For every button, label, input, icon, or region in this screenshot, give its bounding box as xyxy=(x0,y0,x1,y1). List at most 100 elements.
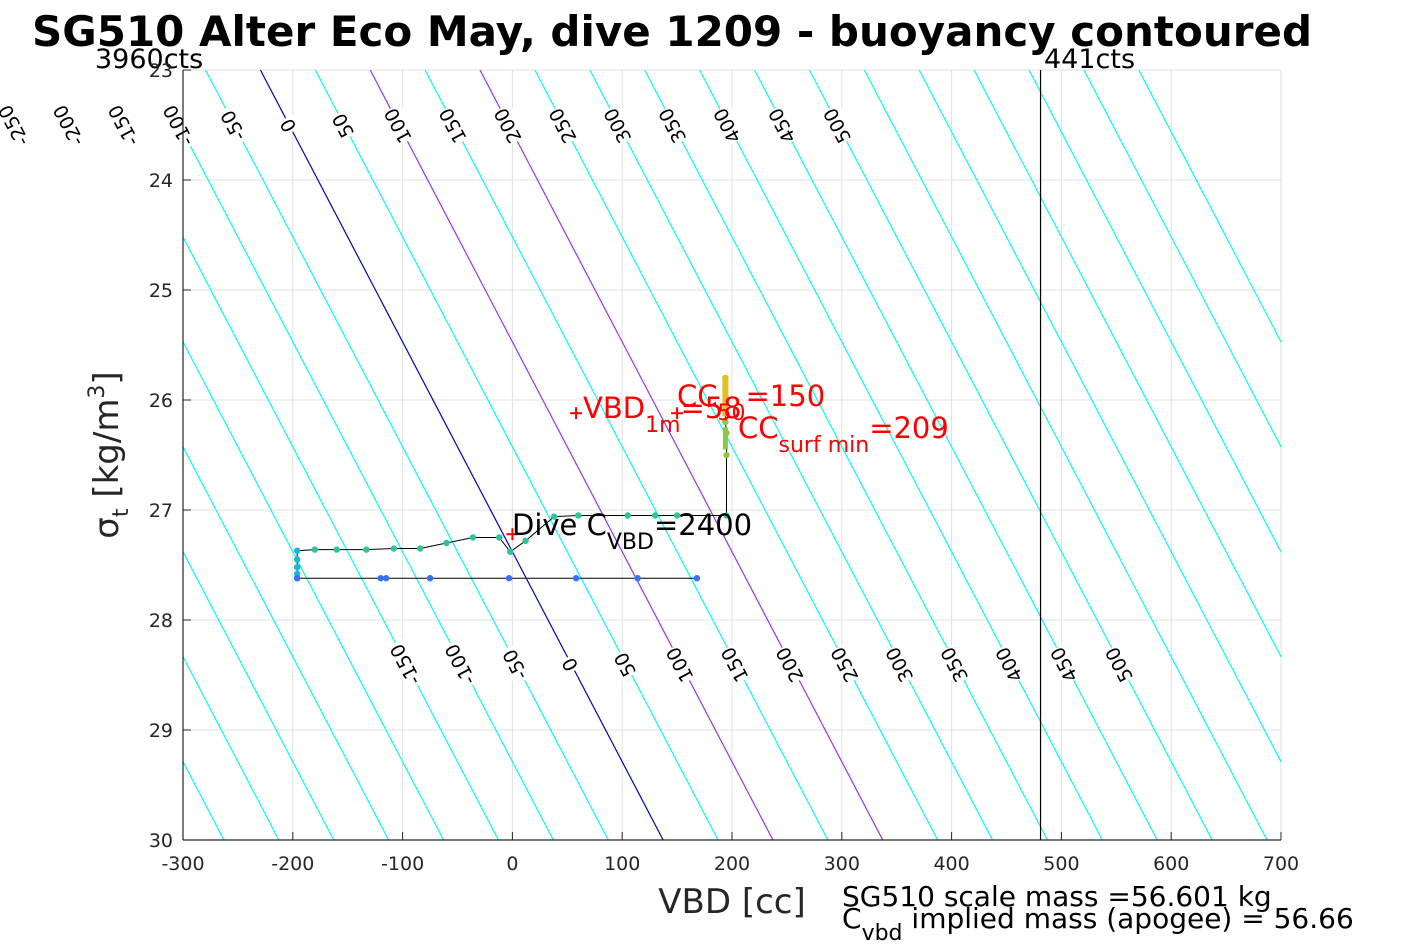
chart-title: SG510 Alter Eco May, dive 1209 - buoyanc… xyxy=(32,7,1312,56)
y-tick-label: 23 xyxy=(149,60,173,82)
climb-point xyxy=(634,575,641,582)
climb-point xyxy=(377,575,384,582)
contour-line xyxy=(183,445,390,840)
dive-point xyxy=(550,513,558,520)
contour-label-group: -150 xyxy=(103,98,146,152)
markers xyxy=(506,407,684,541)
dive-point xyxy=(507,548,514,555)
dive-profile xyxy=(293,374,730,582)
contour-line xyxy=(424,70,829,840)
contour-label-bg xyxy=(545,103,582,147)
contour-label-group: -200 xyxy=(48,98,91,152)
dive-point xyxy=(496,534,503,541)
contour-label-bg xyxy=(819,103,857,147)
y-tick-label: 27 xyxy=(149,500,173,522)
x-tick-label: 300 xyxy=(824,853,860,875)
dive-point xyxy=(416,545,424,552)
climb-point xyxy=(693,575,701,582)
contour-label-bg xyxy=(937,642,974,686)
dive-point xyxy=(522,537,529,544)
dive-point xyxy=(293,556,301,563)
contour-line xyxy=(534,70,939,840)
contour-label-bg xyxy=(328,108,360,142)
contour-label-bg xyxy=(1046,642,1084,686)
x-tick-label: 0 xyxy=(506,853,518,875)
contour-line xyxy=(204,70,609,840)
x-axis-label: VBD [cc] xyxy=(658,882,806,922)
contour-label-bg xyxy=(882,642,919,686)
dive-point xyxy=(723,512,730,519)
contour-label-bg xyxy=(435,103,473,147)
climb-point xyxy=(505,575,513,582)
contour-line xyxy=(1138,70,1281,344)
dive-point xyxy=(469,534,477,541)
contour-line xyxy=(183,235,499,840)
x-tick-label: 700 xyxy=(1263,853,1299,875)
contour-label-bg xyxy=(717,642,755,686)
dive-point xyxy=(363,546,370,553)
dive-point xyxy=(293,564,301,571)
dive-point xyxy=(293,547,301,554)
contour-line xyxy=(183,655,280,840)
contour-label-bg xyxy=(103,98,146,152)
contour-label-group: -250 xyxy=(0,98,36,152)
contour-label: -200 xyxy=(49,101,88,149)
cc-surf-min-annotation: CCsurf min=209 xyxy=(738,411,949,458)
contour-line xyxy=(863,70,1268,840)
contour-label-group: 450 xyxy=(765,103,802,147)
contour-label: -150 xyxy=(104,101,143,149)
contour-line xyxy=(369,70,774,840)
contour-label-bg xyxy=(490,103,528,147)
contour-line xyxy=(918,70,1281,764)
dive-point xyxy=(575,512,582,519)
y-tick-label: 25 xyxy=(149,280,173,302)
buoyancy-contours xyxy=(0,70,1281,840)
y-tick-label: 26 xyxy=(149,390,173,412)
contour-line xyxy=(1028,70,1281,554)
x-tick-label: -200 xyxy=(271,853,314,875)
contour-line xyxy=(699,70,1103,840)
x-tick-label: 400 xyxy=(933,853,969,875)
climb-point xyxy=(572,575,580,582)
contour-label-bg xyxy=(380,103,418,147)
y-tick-label: 24 xyxy=(149,170,173,192)
climb-point xyxy=(293,575,301,582)
climb-point xyxy=(382,575,390,582)
contour-label-bg xyxy=(48,98,91,152)
dive-point xyxy=(443,539,450,547)
y-tick-label: 28 xyxy=(149,610,173,632)
contour-line xyxy=(644,70,1048,840)
y-axis-label: σt [kg/m3] xyxy=(85,371,134,538)
contour-line xyxy=(1083,70,1281,449)
contour-line xyxy=(0,70,59,840)
contour-label-bg xyxy=(557,652,585,676)
contour-label-bg xyxy=(827,642,864,686)
contour-line xyxy=(589,70,994,840)
contour-label-bg xyxy=(600,103,637,147)
climb-point xyxy=(426,575,434,582)
dive-point xyxy=(673,512,681,519)
contour-line xyxy=(753,70,1158,840)
contour-line xyxy=(0,70,169,840)
y-tick-label: 30 xyxy=(149,830,173,852)
dive-point xyxy=(624,512,631,519)
contour-label-bg xyxy=(158,98,201,152)
dive-point xyxy=(390,545,398,552)
x-tick-label: -300 xyxy=(161,853,204,875)
scale-mass-text: SG510 scale mass =56.601 kg xyxy=(842,880,1272,913)
contour-line xyxy=(259,70,664,840)
dive-point xyxy=(723,451,730,459)
contour-label: -250 xyxy=(0,101,34,149)
x-tick-label: 200 xyxy=(714,853,750,875)
dive-cvbd-annotation: Dive CVBD=2400 xyxy=(512,508,752,555)
contour-line xyxy=(973,70,1281,659)
contour-label-bg xyxy=(0,98,36,152)
contour-label-bg xyxy=(275,113,303,137)
contour-label-bg xyxy=(497,642,535,686)
contour-label-bg xyxy=(1101,642,1139,686)
contour-label-bg xyxy=(991,642,1029,686)
dive-point xyxy=(722,418,729,426)
cc50-annotation: CC50=150 xyxy=(677,379,825,426)
contour-label-bg xyxy=(662,642,700,686)
dive-point xyxy=(333,546,340,553)
